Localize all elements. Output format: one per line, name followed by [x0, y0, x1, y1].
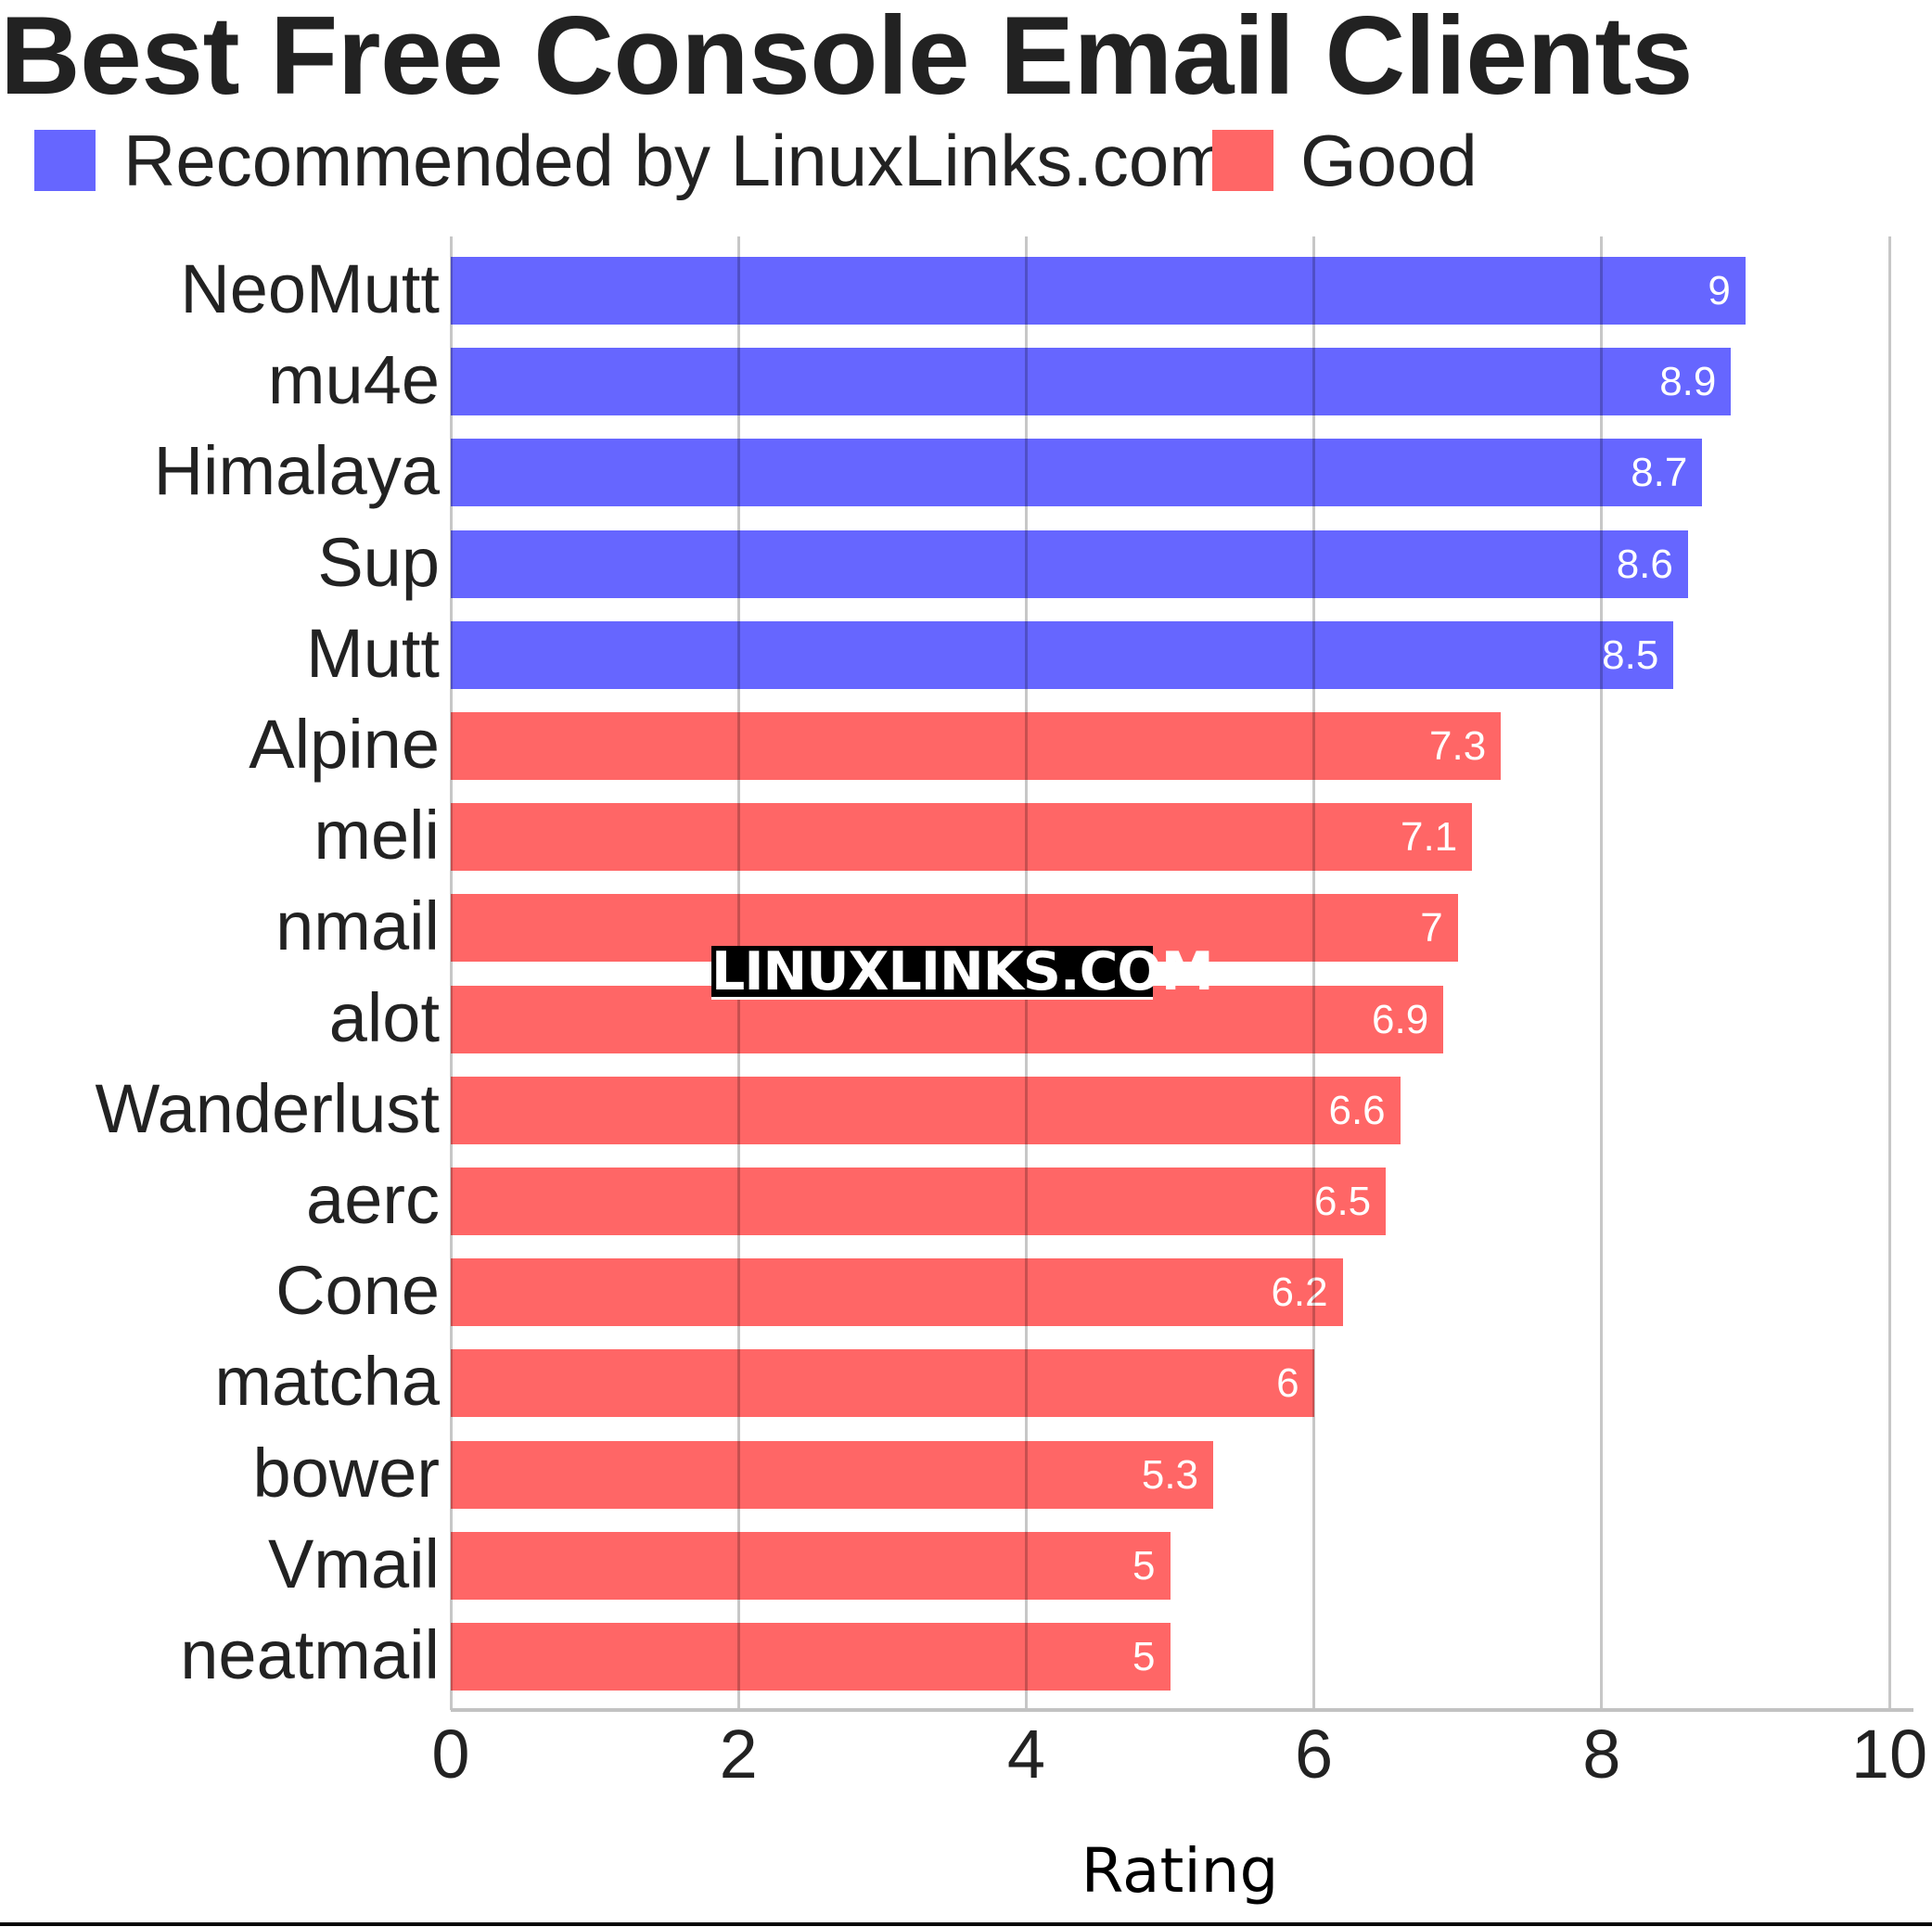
category-label: Cone: [275, 1252, 440, 1330]
bar-neatmail: 5: [451, 1623, 1171, 1691]
bar-alpine: 7.3: [451, 712, 1502, 780]
bar-value-label: 7: [1420, 905, 1443, 951]
gridline: [1887, 236, 1891, 1710]
bar-value-label: 5.3: [1141, 1451, 1199, 1498]
category-label: Himalaya: [153, 432, 440, 510]
category-label: Sup: [317, 523, 440, 601]
bar-value-label: 8.7: [1631, 450, 1688, 496]
category-label: Vmail: [267, 1525, 440, 1602]
category-label: Mutt: [306, 614, 440, 692]
category-label: bower: [252, 1434, 440, 1512]
bar-aerc: 6.5: [451, 1168, 1387, 1235]
bar-bower: 5.3: [451, 1440, 1214, 1509]
bar-value-label: 6.2: [1271, 1270, 1328, 1316]
bottom-rule: [0, 1922, 1932, 1926]
bar-value-label: 6.9: [1372, 996, 1429, 1042]
bar-value-label: 7.3: [1429, 723, 1487, 769]
bar-cone: 6.2: [451, 1258, 1343, 1327]
legend-label-recommended: Recommended by LinuxLinks.com: [123, 120, 1230, 201]
legend-swatch-good: [1212, 130, 1273, 191]
x-tick-label: 4: [1006, 1716, 1045, 1793]
x-tick-label: 2: [719, 1716, 758, 1793]
x-tick-label: 8: [1582, 1716, 1621, 1793]
bar-meli: 7.1: [451, 803, 1473, 872]
category-label: Alpine: [249, 706, 440, 783]
bar-vmail: 5: [451, 1531, 1171, 1600]
bar-value-label: 5: [1132, 1542, 1156, 1589]
bar-sup: 8.6: [451, 530, 1688, 598]
bar-neomutt: 9: [451, 257, 1746, 325]
legend-label-good: Good: [1300, 120, 1478, 201]
bar-wanderlust: 6.6: [451, 1076, 1401, 1144]
category-label: Wanderlust: [95, 1069, 440, 1147]
bar-value-label: 6.6: [1328, 1087, 1386, 1133]
gridline: [1312, 236, 1316, 1710]
watermark: LINUXLINKS.COM: [711, 941, 1214, 1002]
gridline: [1600, 236, 1604, 1710]
bar-matcha: 6: [451, 1349, 1314, 1418]
category-label: matcha: [214, 1343, 440, 1421]
bar-value-label: 7.1: [1401, 814, 1458, 861]
bar-value-label: 8.5: [1602, 632, 1659, 678]
x-axis-title: Rating: [1081, 1835, 1279, 1907]
gridline: [449, 236, 453, 1710]
bar-value-label: 6.5: [1313, 1179, 1372, 1224]
x-tick-label: 6: [1295, 1716, 1334, 1793]
bar-value-label: 8.6: [1616, 541, 1673, 587]
bar-mutt: 8.5: [451, 620, 1674, 689]
legend-swatch-recommended: [34, 130, 96, 191]
bar-value-label: 6: [1276, 1360, 1299, 1407]
category-label: NeoMutt: [180, 250, 440, 327]
x-tick-label: 10: [1850, 1716, 1928, 1793]
category-label: alot: [328, 978, 440, 1056]
category-label: neatmail: [180, 1616, 440, 1693]
chart-title: Best Free Console Email Clients: [0, 0, 1694, 118]
category-label: mu4e: [267, 341, 440, 419]
category-label: aerc: [306, 1161, 440, 1238]
x-tick-label: 0: [431, 1716, 470, 1793]
bar-mu4e: 8.9: [451, 348, 1732, 416]
category-label: nmail: [275, 887, 440, 965]
category-label: meli: [313, 797, 440, 874]
bar-value-label: 9: [1708, 268, 1731, 313]
bar-value-label: 8.9: [1659, 359, 1717, 405]
bar-himalaya: 8.7: [451, 439, 1703, 507]
x-axis-line: [451, 1708, 1913, 1712]
bar-value-label: 5: [1132, 1634, 1156, 1679]
